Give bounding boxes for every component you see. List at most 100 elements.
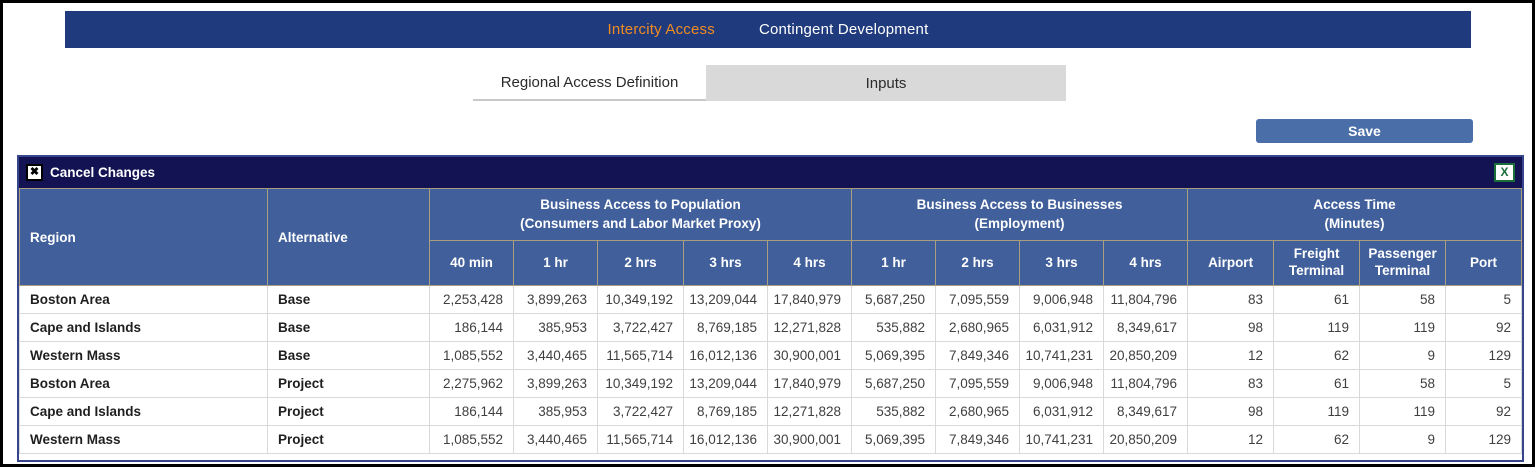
value-cell[interactable]: 119: [1273, 313, 1361, 342]
value-cell[interactable]: 13,209,044: [683, 285, 768, 314]
value-cell[interactable]: 5: [1445, 285, 1522, 314]
value-cell[interactable]: 2,275,962: [429, 369, 514, 398]
subtab-inputs[interactable]: Inputs: [706, 65, 1066, 101]
column-header-airport[interactable]: Airport: [1187, 240, 1275, 286]
value-cell[interactable]: 7,095,559: [935, 285, 1021, 314]
value-cell[interactable]: 11,565,714: [597, 341, 684, 370]
value-cell[interactable]: 5,687,250: [851, 369, 937, 398]
value-cell[interactable]: 11,565,714: [597, 425, 684, 454]
value-cell[interactable]: 119: [1359, 313, 1447, 342]
value-cell[interactable]: 62: [1273, 425, 1361, 454]
value-cell[interactable]: 3,899,263: [513, 285, 598, 314]
value-cell[interactable]: 98: [1187, 313, 1275, 342]
value-cell[interactable]: 385,953: [513, 397, 598, 426]
value-cell[interactable]: 12: [1187, 425, 1275, 454]
value-cell[interactable]: 12,271,828: [766, 313, 853, 342]
value-cell[interactable]: 98: [1187, 397, 1275, 426]
value-cell[interactable]: 83: [1187, 285, 1275, 314]
tab-contingent-development[interactable]: Contingent Development: [758, 21, 929, 38]
value-cell[interactable]: 5: [1445, 369, 1522, 398]
value-cell[interactable]: 186,144: [429, 397, 514, 426]
column-header-alternative[interactable]: Alternative: [267, 188, 430, 286]
value-cell[interactable]: 17,840,979: [766, 285, 853, 314]
value-cell[interactable]: 12,271,828: [766, 397, 853, 426]
column-header-port[interactable]: Port: [1445, 240, 1522, 286]
value-cell[interactable]: 20,850,209: [1103, 341, 1189, 370]
value-cell[interactable]: 16,012,136: [683, 341, 768, 370]
value-cell[interactable]: 129: [1445, 425, 1522, 454]
value-cell[interactable]: 1,085,552: [429, 341, 514, 370]
value-cell[interactable]: 119: [1273, 397, 1361, 426]
cancel-changes-label[interactable]: Cancel Changes: [50, 165, 156, 180]
column-header-2hrs-biz[interactable]: 2 hrs: [935, 240, 1021, 286]
save-button[interactable]: Save: [1256, 119, 1473, 143]
value-cell[interactable]: 30,900,001: [766, 425, 853, 454]
value-cell[interactable]: 3,440,465: [513, 425, 598, 454]
column-header-1hr-pop[interactable]: 1 hr: [513, 240, 598, 286]
column-header-passenger-terminal[interactable]: Passenger Terminal: [1359, 240, 1447, 286]
value-cell[interactable]: 9,006,948: [1019, 285, 1105, 314]
cancel-x-icon[interactable]: ✖: [26, 164, 43, 181]
value-cell[interactable]: 8,769,185: [683, 397, 768, 426]
column-header-4hrs-biz[interactable]: 4 hrs: [1103, 240, 1189, 286]
value-cell[interactable]: 3,722,427: [597, 313, 684, 342]
value-cell[interactable]: 10,349,192: [597, 285, 684, 314]
value-cell[interactable]: 3,722,427: [597, 397, 684, 426]
value-cell[interactable]: 7,849,346: [935, 425, 1021, 454]
value-cell[interactable]: 6,031,912: [1019, 397, 1105, 426]
value-cell[interactable]: 58: [1359, 285, 1447, 314]
value-cell[interactable]: 8,769,185: [683, 313, 768, 342]
value-cell[interactable]: 5,687,250: [851, 285, 937, 314]
value-cell[interactable]: 17,840,979: [766, 369, 853, 398]
tab-intercity-access[interactable]: Intercity Access: [607, 21, 715, 38]
cancel-changes-button[interactable]: ✖ Cancel Changes: [26, 164, 155, 181]
value-cell[interactable]: 1,085,552: [429, 425, 514, 454]
value-cell[interactable]: 12: [1187, 341, 1275, 370]
value-cell[interactable]: 7,095,559: [935, 369, 1021, 398]
value-cell[interactable]: 9,006,948: [1019, 369, 1105, 398]
value-cell[interactable]: 119: [1359, 397, 1447, 426]
value-cell[interactable]: 62: [1273, 341, 1361, 370]
value-cell[interactable]: 92: [1445, 313, 1522, 342]
column-header-4hrs-pop[interactable]: 4 hrs: [766, 240, 853, 286]
value-cell[interactable]: 3,440,465: [513, 341, 598, 370]
value-cell[interactable]: 2,680,965: [935, 397, 1021, 426]
value-cell[interactable]: 385,953: [513, 313, 598, 342]
value-cell[interactable]: 535,882: [851, 313, 937, 342]
value-cell[interactable]: 9: [1359, 425, 1447, 454]
value-cell[interactable]: 6,031,912: [1019, 313, 1105, 342]
value-cell[interactable]: 11,804,796: [1103, 285, 1189, 314]
value-cell[interactable]: 10,741,231: [1019, 425, 1105, 454]
value-cell[interactable]: 186,144: [429, 313, 514, 342]
column-header-40min[interactable]: 40 min: [429, 240, 514, 286]
value-cell[interactable]: 5,069,395: [851, 341, 937, 370]
value-cell[interactable]: 20,850,209: [1103, 425, 1189, 454]
value-cell[interactable]: 11,804,796: [1103, 369, 1189, 398]
value-cell[interactable]: 83: [1187, 369, 1275, 398]
subtab-regional-access-definition[interactable]: Regional Access Definition: [473, 65, 706, 101]
column-header-3hrs-biz[interactable]: 3 hrs: [1019, 240, 1105, 286]
value-cell[interactable]: 13,209,044: [683, 369, 768, 398]
column-header-3hrs-pop[interactable]: 3 hrs: [683, 240, 768, 286]
column-header-freight-terminal[interactable]: Freight Terminal: [1273, 240, 1361, 286]
value-cell[interactable]: 8,349,617: [1103, 313, 1189, 342]
value-cell[interactable]: 8,349,617: [1103, 397, 1189, 426]
column-header-1hr-biz[interactable]: 1 hr: [851, 240, 937, 286]
value-cell[interactable]: 61: [1273, 285, 1361, 314]
value-cell[interactable]: 535,882: [851, 397, 937, 426]
value-cell[interactable]: 61: [1273, 369, 1361, 398]
column-header-region[interactable]: Region: [19, 188, 268, 286]
value-cell[interactable]: 10,741,231: [1019, 341, 1105, 370]
value-cell[interactable]: 2,253,428: [429, 285, 514, 314]
value-cell[interactable]: 58: [1359, 369, 1447, 398]
excel-export-icon[interactable]: X: [1494, 163, 1515, 182]
value-cell[interactable]: 92: [1445, 397, 1522, 426]
value-cell[interactable]: 7,849,346: [935, 341, 1021, 370]
value-cell[interactable]: 3,899,263: [513, 369, 598, 398]
value-cell[interactable]: 2,680,965: [935, 313, 1021, 342]
value-cell[interactable]: 10,349,192: [597, 369, 684, 398]
value-cell[interactable]: 16,012,136: [683, 425, 768, 454]
value-cell[interactable]: 5,069,395: [851, 425, 937, 454]
column-header-2hrs-pop[interactable]: 2 hrs: [597, 240, 684, 286]
value-cell[interactable]: 9: [1359, 341, 1447, 370]
